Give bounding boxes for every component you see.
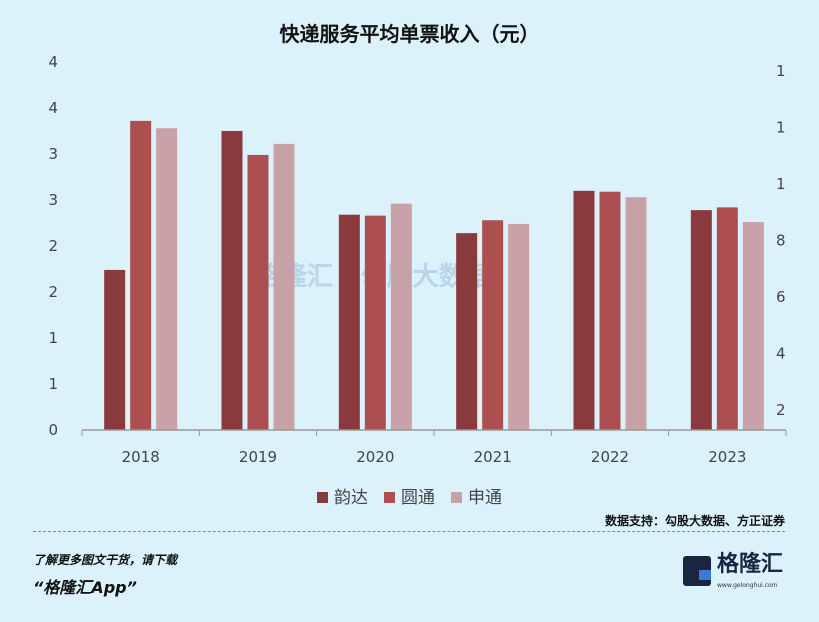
- bar-圆通-2018: [130, 120, 152, 430]
- bar-韵达-2018: [104, 269, 126, 430]
- y2-tick-label: 12: [776, 119, 795, 137]
- bar-申通-2022: [625, 197, 647, 430]
- x-tick-label: 2020: [356, 448, 394, 466]
- bar-圆通-2020: [364, 215, 386, 430]
- y2-tick-label: 8: [776, 232, 786, 250]
- bar-圆通-2022: [599, 191, 621, 430]
- legend-item: 申通: [451, 488, 502, 508]
- y2-tick-label: 6: [776, 288, 786, 306]
- bar-韵达-2023: [690, 210, 712, 430]
- bar-韵达-2019: [221, 131, 243, 430]
- y-tick-label: 2: [48, 283, 58, 301]
- bar-韵达-2021: [456, 233, 478, 430]
- y2-tick-label: 2: [776, 401, 786, 419]
- divider: [33, 531, 785, 532]
- bar-申通-2023: [742, 222, 764, 430]
- y-tick-label: 4: [48, 53, 58, 71]
- bar-韵达-2020: [338, 214, 360, 430]
- legend-item: 韵达: [317, 488, 368, 508]
- bar-圆通-2019: [247, 154, 269, 431]
- data-source: 数据支持：勾股大数据、方正证券: [604, 514, 785, 528]
- y-tick-label: 4: [48, 99, 58, 117]
- x-tick-label: 2018: [122, 448, 160, 466]
- legend: 韵达 圆通 申通: [0, 488, 819, 508]
- legend-swatch: [451, 492, 462, 503]
- y-tick-label: 1: [48, 375, 58, 393]
- x-tick-label: 2022: [591, 448, 629, 466]
- promo-app-name: “格隆汇App”: [33, 578, 137, 597]
- bar-圆通-2021: [482, 220, 504, 430]
- y-tick-label: 2: [48, 237, 58, 255]
- logo-icon: [683, 556, 711, 586]
- x-tick-label: 2023: [708, 448, 746, 466]
- y-tick-label: 1: [48, 329, 58, 347]
- y2-tick-label: 10: [776, 175, 795, 193]
- promo-text: 了解更多图文干货，请下载: [33, 553, 178, 567]
- bar-圆通-2023: [716, 207, 738, 430]
- legend-swatch: [317, 492, 328, 503]
- gelonghui-logo: 格隆汇 www.gelonghui.com: [683, 552, 793, 596]
- chart-title: 快递服务平均单票收入（元）: [279, 22, 540, 46]
- y-tick-label: 3: [48, 145, 58, 163]
- bar-申通-2021: [508, 223, 530, 430]
- legend-label: 申通: [468, 488, 502, 508]
- x-tick-label: 2019: [239, 448, 277, 466]
- x-tick-label: 2021: [474, 448, 512, 466]
- y2-tick-label: 4: [776, 345, 786, 363]
- logo-url: www.gelonghui.com: [717, 582, 778, 589]
- legend-item: 圆通: [384, 488, 435, 508]
- bar-申通-2019: [273, 143, 295, 430]
- logo-text: 格隆汇: [717, 552, 784, 577]
- bar-申通-2020: [390, 203, 412, 430]
- legend-label: 圆通: [401, 488, 435, 508]
- bar-韵达-2022: [573, 190, 595, 430]
- y-tick-label: 3: [48, 191, 58, 209]
- bar-申通-2018: [156, 128, 178, 431]
- legend-swatch: [384, 492, 395, 503]
- y-tick-label: 0: [48, 421, 58, 439]
- y2-tick-label: 14: [776, 62, 795, 80]
- legend-label: 韵达: [334, 488, 368, 508]
